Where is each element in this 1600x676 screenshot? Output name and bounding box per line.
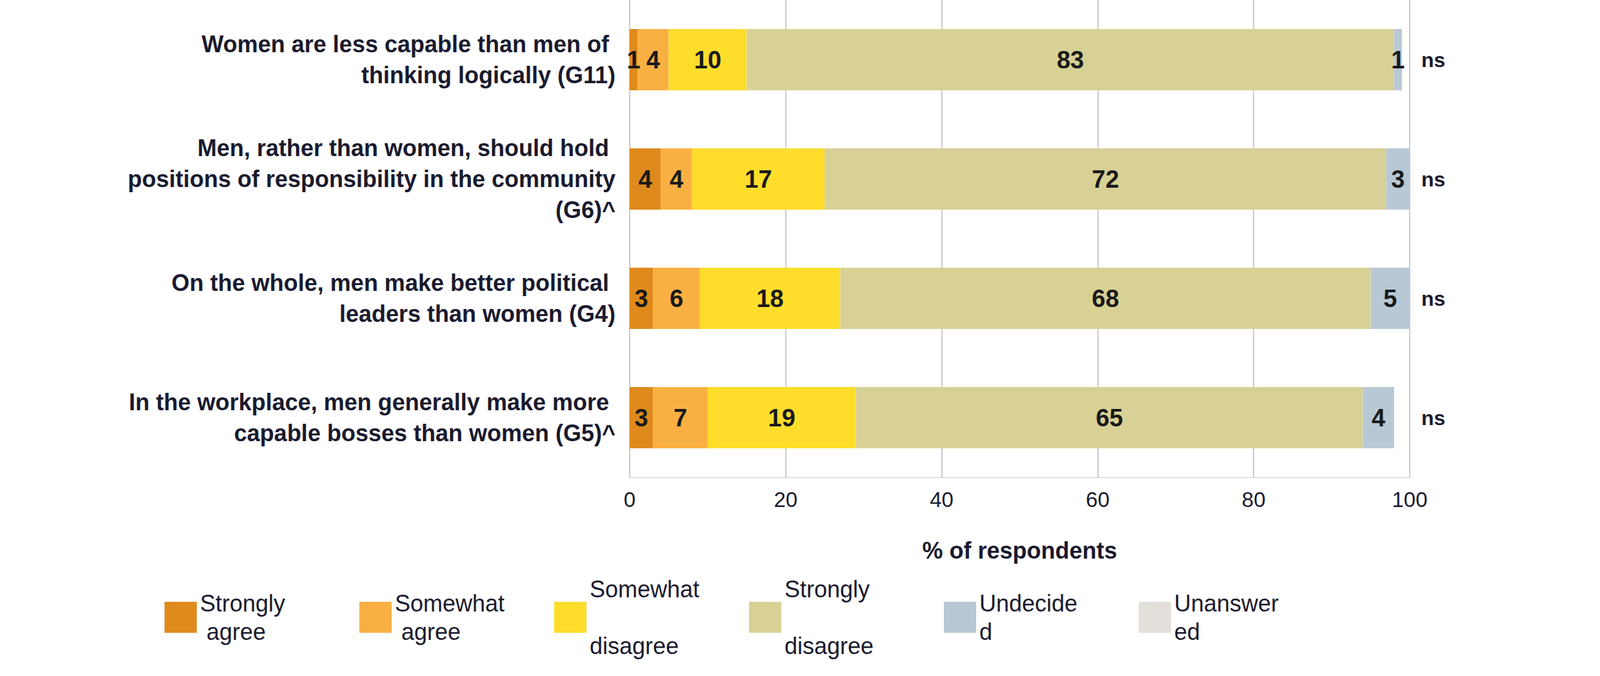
svg-text:On the whole, men make better: On the whole, men make better political bbox=[171, 269, 616, 297]
svg-text:4: 4 bbox=[646, 46, 660, 74]
svg-text:disagree: disagree bbox=[589, 632, 679, 660]
svg-text:ed: ed bbox=[1174, 618, 1200, 646]
svg-text:1: 1 bbox=[626, 46, 640, 74]
svg-text:40: 40 bbox=[929, 487, 954, 512]
svg-text:Somewhat: Somewhat bbox=[589, 576, 700, 603]
svg-text:capable bosses than women (G5): capable bosses than women (G5)^ bbox=[234, 420, 616, 447]
svg-text:% of respondents: % of respondents bbox=[921, 537, 1117, 564]
svg-text:18: 18 bbox=[756, 285, 784, 313]
svg-text:Unanswer: Unanswer bbox=[1174, 590, 1279, 617]
svg-text:0: 0 bbox=[623, 487, 636, 512]
svg-text:3: 3 bbox=[1390, 165, 1405, 193]
svg-text:19: 19 bbox=[768, 404, 796, 432]
svg-text:ns: ns bbox=[1421, 406, 1446, 430]
svg-text:83: 83 bbox=[1056, 46, 1084, 74]
svg-text:In the workplace, men generall: In the workplace, men generally make mor… bbox=[129, 389, 616, 416]
svg-text:Men, rather than women, should: Men, rather than women, should hold bbox=[197, 134, 616, 162]
svg-text:72: 72 bbox=[1091, 165, 1119, 193]
svg-text:6: 6 bbox=[669, 285, 684, 313]
svg-text:d: d bbox=[979, 618, 993, 646]
svg-text:3: 3 bbox=[634, 285, 649, 313]
svg-text:Strongly: Strongly bbox=[784, 576, 870, 603]
svg-text:agree: agree bbox=[394, 618, 461, 646]
svg-text:(G6)^: (G6)^ bbox=[549, 196, 616, 224]
svg-text:Somewhat: Somewhat bbox=[394, 590, 505, 617]
svg-text:60: 60 bbox=[1085, 487, 1110, 512]
svg-text:disagree: disagree bbox=[784, 632, 874, 660]
svg-text:4: 4 bbox=[669, 165, 684, 193]
svg-text:ns: ns bbox=[1421, 167, 1446, 191]
svg-text:10: 10 bbox=[694, 46, 722, 74]
svg-text:20: 20 bbox=[773, 487, 798, 512]
svg-text:4: 4 bbox=[638, 165, 653, 193]
svg-text:1: 1 bbox=[1390, 46, 1405, 74]
svg-text:positions of responsibility in: positions of responsibility in the commu… bbox=[127, 165, 616, 193]
svg-text:65: 65 bbox=[1095, 404, 1123, 432]
svg-text:3: 3 bbox=[634, 404, 649, 432]
svg-text:68: 68 bbox=[1091, 285, 1119, 313]
svg-text:Strongly: Strongly bbox=[200, 590, 286, 617]
svg-text:thinking logically (G11): thinking logically (G11) bbox=[361, 61, 616, 89]
svg-text:leaders than women (G4): leaders than women (G4) bbox=[339, 300, 616, 328]
svg-text:ns: ns bbox=[1421, 287, 1446, 311]
svg-text:5: 5 bbox=[1383, 285, 1397, 313]
svg-text:7: 7 bbox=[673, 404, 688, 432]
svg-text:agree: agree bbox=[200, 618, 266, 646]
svg-text:100: 100 bbox=[1391, 487, 1428, 512]
svg-text:Undecide: Undecide bbox=[979, 590, 1078, 617]
svg-text:17: 17 bbox=[744, 165, 772, 193]
svg-text:Women are less capable than me: Women are less capable than men of bbox=[201, 30, 616, 58]
svg-text:ns: ns bbox=[1421, 48, 1446, 72]
svg-text:4: 4 bbox=[1371, 404, 1386, 432]
svg-text:80: 80 bbox=[1241, 487, 1266, 512]
